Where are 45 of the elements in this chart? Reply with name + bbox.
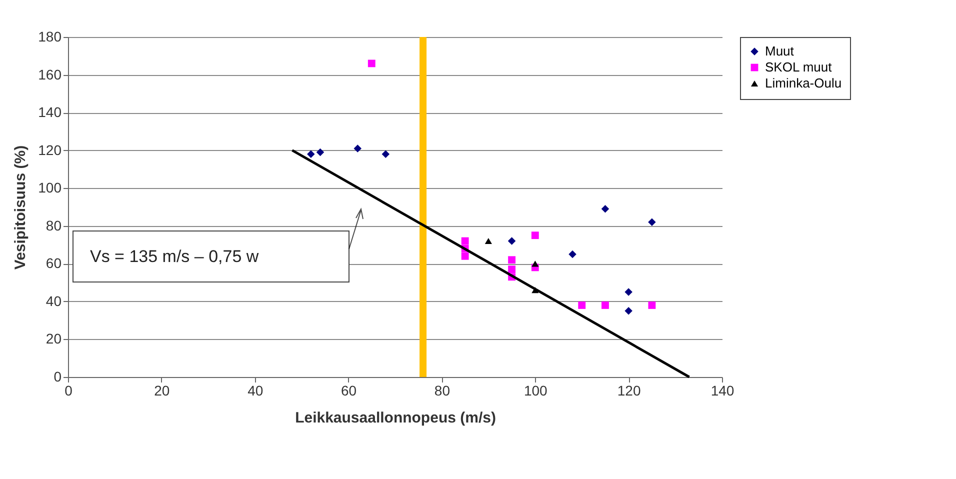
point xyxy=(532,260,539,267)
point xyxy=(484,238,492,244)
point xyxy=(382,150,390,158)
y-tick-label: 60 xyxy=(46,255,62,272)
point xyxy=(624,307,632,315)
x-axis-title: Leikkausaallonnopeus (m/s) xyxy=(295,410,496,426)
y-tick-label: 40 xyxy=(46,292,62,309)
x-tick-label: 140 xyxy=(710,382,734,398)
y-tick-label: 100 xyxy=(38,180,62,196)
x-tick-label: 40 xyxy=(248,382,264,398)
point xyxy=(368,60,376,68)
point xyxy=(578,302,586,309)
y-tick-label: 0 xyxy=(54,368,62,384)
x-tick-label: 0 xyxy=(64,382,73,398)
y-axis-title: Vesipitoisuus (%) xyxy=(12,145,30,270)
point xyxy=(624,288,632,296)
point xyxy=(648,302,656,309)
y-tick-label: 160 xyxy=(38,66,62,82)
y-tick-label: 80 xyxy=(46,217,62,234)
y-tick-label: 180 xyxy=(38,28,62,44)
point xyxy=(461,237,469,245)
point xyxy=(508,237,516,245)
point xyxy=(648,218,656,226)
point xyxy=(531,232,539,240)
legend-label: Liminka-Oulu xyxy=(765,76,842,90)
point xyxy=(508,266,516,274)
point xyxy=(316,148,324,156)
point xyxy=(461,252,469,260)
y-tick-label: 120 xyxy=(38,142,62,158)
point xyxy=(508,256,516,264)
x-tick-label: 80 xyxy=(434,382,450,398)
x-tick-label: 100 xyxy=(524,382,548,398)
point xyxy=(568,250,576,258)
x-tick-label: 20 xyxy=(154,382,170,398)
x-tick-label: 120 xyxy=(617,382,641,398)
legend-label: Muut xyxy=(765,44,794,58)
legend-label: SKOL muut xyxy=(765,60,832,74)
point xyxy=(602,302,609,309)
y-tick-label: 140 xyxy=(38,104,62,120)
point xyxy=(601,205,610,213)
point xyxy=(307,150,315,158)
point xyxy=(354,144,362,152)
y-tick-label: 20 xyxy=(46,330,62,347)
x-tick-label: 60 xyxy=(340,382,357,398)
annotation: Vs = 135 m/s – 0,75 w xyxy=(90,247,260,266)
